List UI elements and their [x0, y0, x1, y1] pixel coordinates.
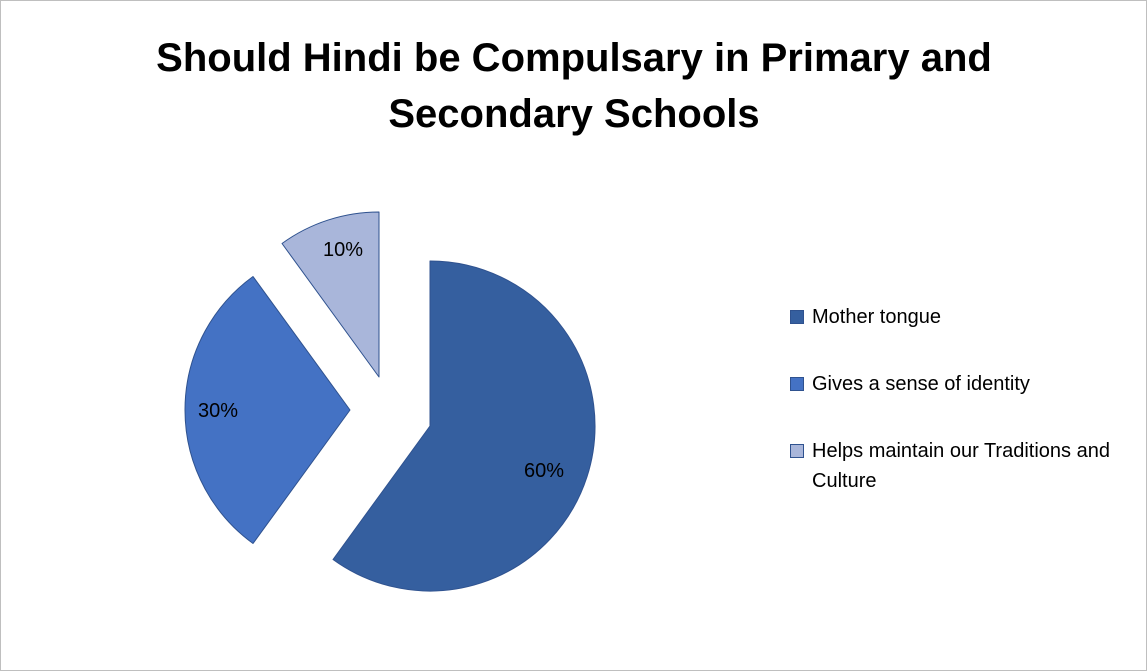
legend-item-sense-of-identity: Gives a sense of identity — [790, 369, 1140, 399]
legend-label-sense-of-identity: Gives a sense of identity — [812, 373, 1030, 395]
legend-swatch-traditions-and-culture — [790, 444, 804, 458]
legend-swatch-mother-tongue — [790, 310, 804, 324]
pie-slice-mother-tongue — [332, 260, 596, 592]
chart-title-line-1: Should Hindi be Compulsary in Primary an… — [156, 36, 992, 80]
chart-title-line-2: Secondary Schools — [388, 92, 760, 136]
legend-label-traditions-and-culture: Helps maintain our Traditions and Cultur… — [812, 440, 1110, 492]
legend: Mother tongue Gives a sense of identity … — [790, 302, 1140, 496]
legend-swatch-sense-of-identity — [790, 377, 804, 391]
data-label-sense-of-identity: 30% — [198, 400, 238, 422]
legend-item-mother-tongue: Mother tongue — [790, 302, 1140, 332]
data-label-traditions-and-culture: 10% — [323, 239, 363, 261]
pie-slice-sense-of-identity — [184, 276, 351, 544]
chart-title: Should Hindi be Compulsary in Primary an… — [60, 30, 1088, 142]
legend-label-mother-tongue: Mother tongue — [812, 306, 941, 328]
legend-item-traditions-and-culture: Helps maintain our Traditions and Cultur… — [790, 436, 1140, 496]
pie-slice-traditions-and-culture — [281, 211, 380, 378]
data-label-mother-tongue: 60% — [524, 460, 564, 482]
